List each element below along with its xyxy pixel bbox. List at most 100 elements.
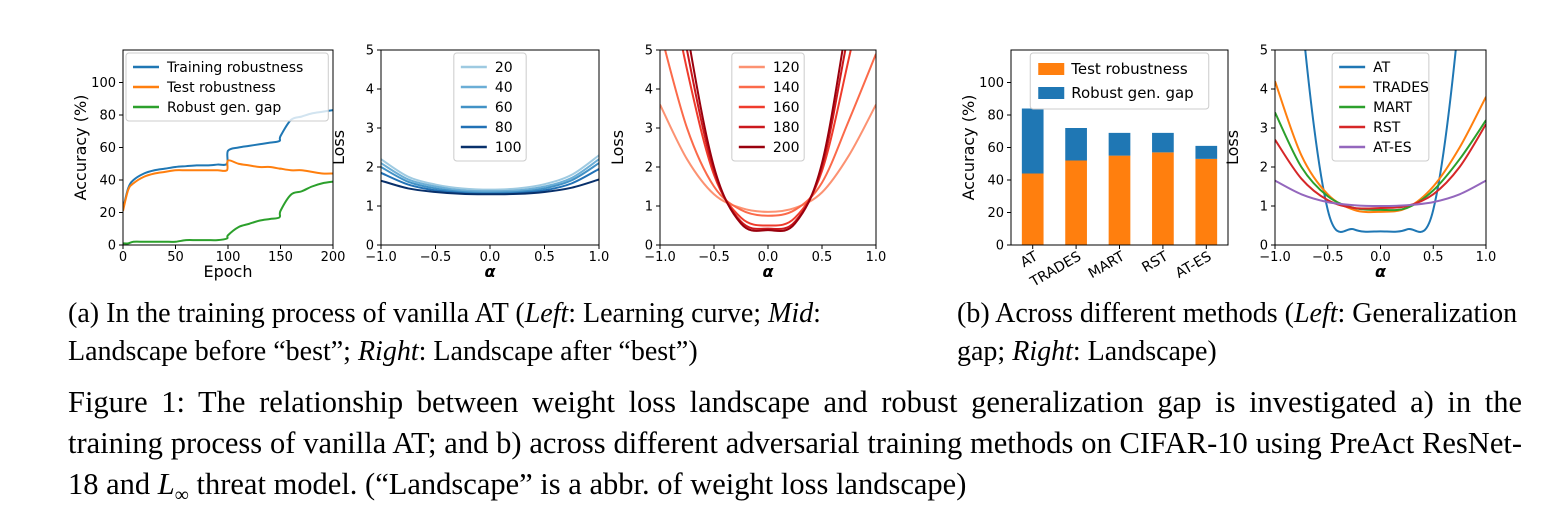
y-tick-label: 60 [987, 141, 1004, 156]
x-tick-label: −0.5 [698, 250, 730, 265]
series-line [1304, 50, 1457, 233]
y-tick-label: 20 [99, 206, 116, 221]
x-axis-label: Epoch [204, 262, 253, 281]
x-tick-label: −1.0 [1259, 250, 1291, 265]
y-tick-label: 5 [1260, 44, 1268, 59]
x-tick-label: RST [1139, 248, 1171, 276]
legend-label: Test robustness [166, 80, 276, 96]
legend-label: Training robustness [166, 60, 303, 76]
y-tick-label: 2 [366, 161, 374, 176]
plot-frame [380, 49, 600, 246]
x-tick-label: 0.5 [1423, 250, 1444, 265]
legend-box [1029, 52, 1210, 110]
x-tick-label: −0.5 [1312, 250, 1344, 265]
y-tick-label: 100 [91, 76, 116, 91]
series-line [660, 104, 876, 213]
caption-text: Mid [768, 298, 814, 329]
caption-text: (a) In the training process of vanilla A… [68, 298, 525, 329]
y-tick-label: 0 [645, 239, 653, 254]
y-axis-label: Loss [1223, 130, 1242, 165]
caption-math: L [157, 467, 175, 501]
x-tick-label: AT [1018, 248, 1041, 271]
bar-segment [1152, 152, 1174, 245]
x-tick-label: −1.0 [644, 250, 676, 265]
figure-caption: Figure 1: The relationship between weigh… [68, 382, 1522, 516]
bar-segment [1021, 108, 1044, 174]
caption-text: Right [1012, 336, 1073, 367]
x-tick-label: 0.0 [758, 250, 779, 265]
x-tick-label: 1.0 [589, 250, 610, 265]
y-tick-label: 2 [645, 161, 653, 176]
bar-segment [1195, 145, 1218, 159]
y-tick-label: 3 [366, 122, 374, 137]
series-line [1275, 123, 1486, 210]
series-line [689, 50, 844, 233]
legend-box [125, 52, 329, 122]
plot-frame [122, 49, 334, 246]
caption-text: Figure 1: The relationship between weigh… [68, 385, 1522, 501]
legend-label: AT [1373, 60, 1390, 76]
y-tick-label: 1 [1260, 200, 1268, 215]
chart: 0 1 2 3 4 5 Loss −1.0 −0.5 0.0 0.5 1.0 α 20 40 60 80 100 [329, 44, 609, 282]
caption-text: (b) Across different methods ( [957, 298, 1294, 329]
x-tick-label: 50 [167, 250, 184, 265]
y-tick-label: 4 [1260, 83, 1268, 98]
y-tick-label: 3 [645, 122, 653, 137]
caption-text: Right [357, 336, 419, 367]
series-line [381, 154, 599, 191]
x-tick-label: 0.0 [1370, 250, 1391, 265]
bar-segment [1152, 132, 1174, 153]
legend-label: Robust gen. gap [167, 100, 281, 116]
legend-label: 60 [495, 100, 513, 116]
y-axis-label: Loss [329, 130, 348, 165]
bar-segment [1108, 155, 1131, 245]
plot-frame [1274, 49, 1487, 246]
plot-frame [659, 49, 877, 246]
y-tick-label: 100 [979, 76, 1004, 91]
bar-segment [1021, 173, 1044, 245]
caption-a: (a) In the training process of vanilla A… [68, 295, 928, 371]
x-tick-label: 150 [268, 250, 293, 265]
y-tick-label: 80 [987, 109, 1004, 124]
y-tick-label: 40 [987, 174, 1004, 189]
y-tick-label: 60 [99, 141, 116, 156]
chart: 0 1 2 3 4 5 Loss −1.0 −0.5 0.0 0.5 1.0 α 120 140 160 180… [608, 44, 886, 282]
x-tick-label: 0.5 [534, 250, 555, 265]
series-line [681, 50, 852, 227]
x-axis-label: α [485, 262, 497, 281]
series-line [381, 162, 599, 194]
y-axis-label: Accuracy (%) [959, 95, 978, 201]
caption-b: (b) Across different methods (Left: Gene… [957, 295, 1532, 371]
y-tick-label: 5 [366, 44, 374, 59]
legend-box [731, 52, 805, 162]
y-tick-label: 0 [366, 239, 374, 254]
y-tick-label: 0 [996, 239, 1004, 254]
legend-swatch [1038, 87, 1065, 99]
legend-label: 140 [773, 80, 800, 96]
x-tick-label: −1.0 [365, 250, 397, 265]
legend-label: 100 [495, 140, 522, 156]
chart: 0 1 2 3 4 5 Loss −1.0 −0.5 0.0 0.5 1.0 α AT TRADES MART… [1223, 44, 1496, 282]
legend-label: AT-ES [1373, 140, 1412, 156]
legend-label: 120 [773, 60, 800, 76]
caption-text: : Generalization gap; [957, 298, 1518, 367]
legend-box [453, 52, 527, 162]
caption-text: : Landscape) [1072, 336, 1217, 367]
x-tick-label: AT-ES [1173, 249, 1214, 282]
x-tick-label: 0.0 [480, 250, 501, 265]
caption-text: : Learning curve; [568, 298, 769, 329]
x-tick-label: −0.5 [420, 250, 452, 265]
bar-segment [1195, 158, 1218, 245]
series-line [685, 50, 847, 231]
x-tick-label: 0.5 [812, 250, 833, 265]
legend-label: 180 [773, 120, 800, 136]
y-tick-label: 3 [1260, 122, 1268, 137]
series-line [1275, 111, 1486, 212]
y-tick-label: 20 [987, 206, 1004, 221]
legend-swatch [1038, 63, 1065, 75]
series-line [123, 159, 333, 212]
caption-text: Left [524, 298, 569, 329]
legend-label: RST [1373, 120, 1401, 136]
